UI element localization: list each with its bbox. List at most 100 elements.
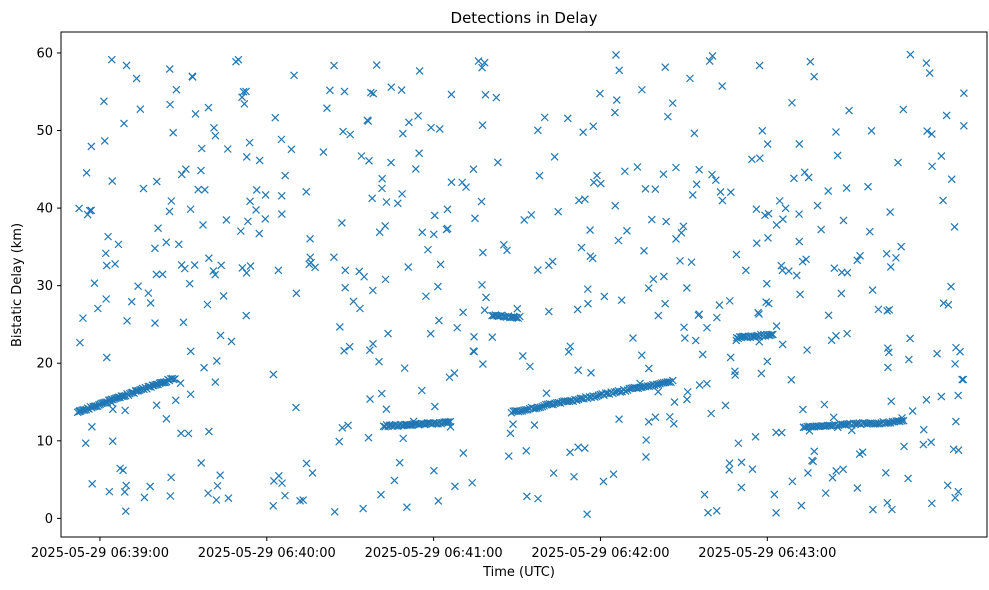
clutter-point [79,314,87,323]
clutter-point [400,364,409,373]
clutter-point [810,72,819,81]
clutter-point [435,125,444,133]
clutter-point [881,468,890,477]
clutter-point [695,165,704,174]
clutter-point [609,470,618,479]
clutter-point [939,299,948,308]
clutter-point [671,163,680,172]
track-5-point [752,332,761,340]
clutter-point [139,184,148,193]
track-5-point [738,332,747,341]
clutter-point [763,357,772,366]
track-1-point [171,374,179,383]
clutter-point [882,249,891,258]
clutter-point [832,331,840,340]
clutter-point [810,447,819,456]
clutter-point [566,448,574,457]
clutter-point [340,87,349,96]
clutter-point [478,63,486,72]
clutter-point [683,395,691,404]
clutter-point [470,332,478,341]
clutter-point [146,482,155,491]
clutter-point [947,282,955,291]
clutter-point [842,184,851,192]
clutter-point [274,471,283,480]
clutter-point [919,425,928,434]
clutter-point [277,135,286,144]
track-6-point [897,416,906,425]
clutter-point [368,286,377,295]
clutter-point [661,299,670,308]
clutter-point [190,261,199,269]
clutter-point [194,185,203,194]
clutter-point [806,57,815,66]
clutter-point [718,196,727,205]
clutter-point [447,178,456,187]
clutter-point [954,391,963,400]
clutter-point [172,85,181,94]
clutter-point [688,191,697,199]
clutter-point [580,444,589,453]
clutter-point [649,275,658,284]
clutter-point [274,266,283,275]
clutter-point [222,216,231,224]
clutter-point [513,304,522,313]
chart-title: Detections in Delay [451,9,598,27]
clutter-point [369,89,378,98]
clutter-point [335,437,344,446]
track-4-point [565,397,574,406]
clutter-point [751,432,760,441]
clutter-point [415,149,424,158]
clutter-point [662,217,671,226]
clutter-point [269,370,278,379]
clutter-point [939,196,947,205]
clutter-point [700,490,709,499]
clutter-point [240,99,249,108]
track-1-point [127,388,136,397]
clutter-point [752,239,761,248]
clutter-point [227,337,236,346]
clutter-point [906,334,915,343]
clutter-point [899,105,908,114]
clutter-point [245,138,254,147]
clutter-point [886,263,895,271]
clutter-point [534,494,542,503]
clutter-point [151,244,159,253]
clutter-point [705,57,714,66]
clutter-point [167,197,176,205]
clutter-point [772,322,781,330]
clutter-point [184,429,193,438]
clutter-point [949,445,958,454]
clutter-point [305,260,314,269]
clutter-point [176,379,185,388]
clutter-point [395,458,404,467]
clutter-point [477,197,486,206]
track-5-point [768,330,777,339]
clutter-point [702,379,711,388]
clutter-point [108,177,117,185]
clutter-point [549,469,558,478]
clutter-point [574,196,583,205]
clutter-point [721,401,730,410]
clutter-point [804,468,812,477]
clutter-point [255,156,264,165]
clutter-point [829,413,838,422]
clutter-point [330,253,338,262]
clutter-point [499,240,508,249]
x-tick-label: 2025-05-29 06:40:00 [198,546,336,561]
y-tick-label: 50 [36,124,53,139]
track-2-point [443,418,452,427]
clutter-point [654,387,663,396]
clutter-point [480,306,489,315]
clutter-point [731,371,740,380]
clutter-point [271,113,280,122]
clutter-point [564,347,573,356]
clutter-point [107,55,116,64]
clutter-point [365,156,373,165]
clutter-point [725,465,734,474]
clutter-point [732,250,741,259]
y-tick-label: 60 [36,46,53,61]
clutter-point [821,489,830,498]
clutter-point [908,407,917,416]
